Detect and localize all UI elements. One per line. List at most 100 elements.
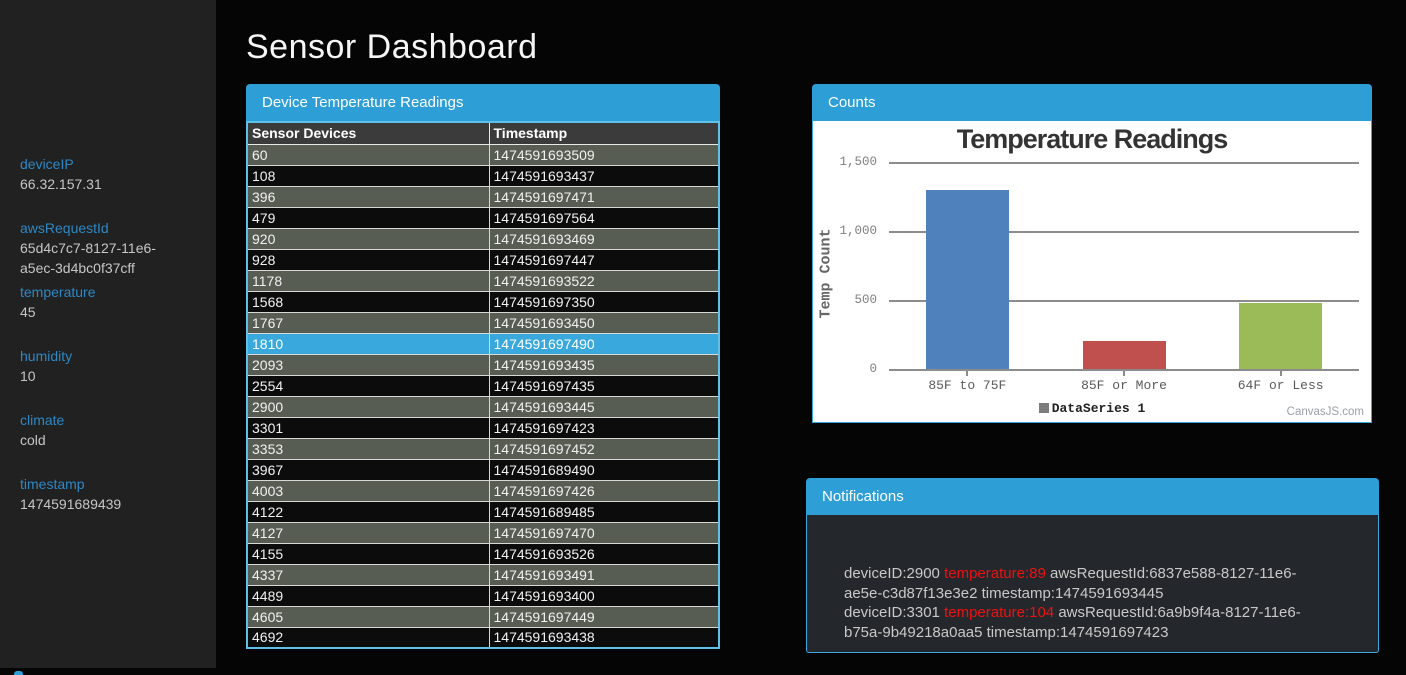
table-cell[interactable]: 928 xyxy=(246,248,490,271)
table-cell[interactable]: 1474591697447 xyxy=(488,248,720,271)
table-cell[interactable]: 1474591693437 xyxy=(488,164,720,187)
gridline xyxy=(889,231,1359,233)
sidebar-item-label: deviceIP xyxy=(20,156,74,172)
table-cell[interactable]: 4605 xyxy=(246,605,490,628)
notifications-body: deviceID:2900 temperature:89 awsRequestI… xyxy=(806,515,1379,653)
table-cell[interactable]: 4337 xyxy=(246,563,490,586)
table-cell[interactable]: 4692 xyxy=(246,626,490,649)
table-row[interactable]: 2554 1474591697435 xyxy=(246,374,720,397)
table-cell[interactable]: 1474591697470 xyxy=(488,521,720,544)
table-cell[interactable]: 1178 xyxy=(246,269,490,292)
sidebar-item-label: climate xyxy=(20,412,65,428)
table-row[interactable]: 1178 1474591693522 xyxy=(246,269,720,292)
table-row[interactable]: 4155 1474591693526 xyxy=(246,542,720,565)
table-cell[interactable]: 2093 xyxy=(246,353,490,376)
table-cell[interactable]: 396 xyxy=(246,185,490,208)
table-cell[interactable]: 1474591689490 xyxy=(488,458,720,481)
table-cell[interactable]: 2900 xyxy=(246,395,490,418)
table-cell[interactable]: 4122 xyxy=(246,500,490,523)
table-row[interactable]: 4127 1474591697470 xyxy=(246,521,720,544)
table-cell[interactable]: 1474591697423 xyxy=(488,416,720,439)
gridline xyxy=(889,300,1359,302)
table-cell[interactable]: 1474591693526 xyxy=(488,542,720,565)
table-cell[interactable]: 3967 xyxy=(246,458,490,481)
table-cell[interactable]: 1474591697435 xyxy=(488,374,720,397)
sidebar-item-awsRequestId: awsRequestId 65d4c7c7-8127-11e6-a5ec-3d4b… xyxy=(20,218,180,278)
notification-device-id: deviceID:2900 xyxy=(844,565,945,582)
table-row[interactable]: 396 1474591697471 xyxy=(246,185,720,208)
chart-canvas: Temperature Readings 0 500 1,000 1,500 85F t… xyxy=(812,121,1372,423)
sidebar-item-label: temperature xyxy=(20,284,96,300)
table-row[interactable]: 108 1474591693437 xyxy=(246,164,720,187)
table-cell[interactable]: 1474591689485 xyxy=(488,500,720,523)
table-row[interactable]: 920 1474591693469 xyxy=(246,227,720,250)
table-cell[interactable]: 1474591697449 xyxy=(488,605,720,628)
table-cell[interactable]: 4489 xyxy=(246,584,490,607)
y-tick-label: 1,500 xyxy=(839,155,877,169)
sidebar-item-value: 45 xyxy=(20,304,36,320)
chart-bar[interactable] xyxy=(1082,341,1166,369)
canvasjs-credit-link[interactable]: CanvasJS.com xyxy=(1286,406,1364,418)
table-cell[interactable]: 108 xyxy=(246,164,490,187)
sidebar-item-label: timestamp xyxy=(20,476,85,492)
table-row[interactable]: 3353 1474591697452 xyxy=(246,437,720,460)
x-tick xyxy=(966,371,969,376)
table-row[interactable]: 479 1474591697564 xyxy=(246,206,720,229)
table-cell[interactable]: 1474591693509 xyxy=(488,143,720,166)
table-cell[interactable]: 1474591697426 xyxy=(488,479,720,502)
table-row[interactable]: 1810 1474591697490 xyxy=(246,332,720,355)
table-cell[interactable]: 1474591697350 xyxy=(488,290,720,313)
table-row[interactable]: 1568 1474591697350 xyxy=(246,290,720,313)
chart-legend[interactable]: DataSeries 1 xyxy=(813,401,1371,416)
table-header-row: Sensor Devices Timestamp xyxy=(246,121,720,145)
table-row[interactable]: 928 1474591697447 xyxy=(246,248,720,271)
table-cell[interactable]: 3353 xyxy=(246,437,490,460)
table-cell[interactable]: 1474591693438 xyxy=(488,626,720,649)
table-row[interactable]: 4122 1474591689485 xyxy=(246,500,720,523)
table-cell[interactable]: 1474591693400 xyxy=(488,584,720,607)
table-row[interactable]: 4337 1474591693491 xyxy=(246,563,720,586)
table-row[interactable]: 3967 1474591689490 xyxy=(246,458,720,481)
table-row[interactable]: 4003 1474591697426 xyxy=(246,479,720,502)
table-cell[interactable]: 1810 xyxy=(246,332,490,355)
table-cell[interactable]: 1474591697471 xyxy=(488,185,720,208)
table-cell[interactable]: 2554 xyxy=(246,374,490,397)
table-row[interactable]: 2093 1474591693435 xyxy=(246,353,720,376)
table-cell[interactable]: 1474591693522 xyxy=(488,269,720,292)
table-cell[interactable]: 920 xyxy=(246,227,490,250)
chart-bar[interactable] xyxy=(925,189,1009,369)
table-cell[interactable]: 3301 xyxy=(246,416,490,439)
table-cell[interactable]: 4003 xyxy=(246,479,490,502)
table-cell[interactable]: 1474591697490 xyxy=(488,332,720,355)
table-row[interactable]: 2900 1474591693445 xyxy=(246,395,720,418)
table-row[interactable]: 4605 1474591697449 xyxy=(246,605,720,628)
table-row[interactable]: 4692 1474591693438 xyxy=(246,626,720,649)
chart-bar[interactable] xyxy=(1239,302,1323,369)
table-row[interactable]: 1767 1474591693450 xyxy=(246,311,720,334)
table-cell[interactable]: 1474591693491 xyxy=(488,563,720,586)
x-tick xyxy=(1123,371,1125,376)
table-cell[interactable]: 1474591697452 xyxy=(488,437,720,460)
legend-swatch-icon xyxy=(1038,403,1049,413)
sidebar-item-value: 1474591689439 xyxy=(20,496,122,512)
table-cell[interactable]: 4155 xyxy=(246,542,490,565)
table-cell[interactable]: 1474591693469 xyxy=(488,227,720,250)
table-cell[interactable]: 1474591697564 xyxy=(488,206,720,229)
sidebar-item-value: 65d4c7c7-8127-11e6-a5ec-3d4bc0f37cff xyxy=(20,240,156,276)
y-tick-label: 1,000 xyxy=(839,224,877,238)
table-cell[interactable]: 1767 xyxy=(246,311,490,334)
table-cell[interactable]: 1474591693435 xyxy=(488,353,720,376)
sidebar-item-humidity: humidity 10 xyxy=(20,346,180,386)
table-cell[interactable]: 1568 xyxy=(246,290,490,313)
table-row[interactable]: 4489 1474591693400 xyxy=(246,584,720,607)
table-cell[interactable]: 1474591693445 xyxy=(488,395,720,418)
table-row[interactable]: 60 1474591693509 xyxy=(246,143,720,166)
sidebar-item-deviceIP: deviceIP 66.32.157.31 xyxy=(20,154,180,194)
table-cell[interactable]: 4127 xyxy=(246,521,490,544)
table-cell[interactable]: 60 xyxy=(246,143,490,166)
sidebar-item-climate: climate cold xyxy=(20,410,180,450)
table-cell[interactable]: 1474591693450 xyxy=(488,311,720,334)
notifications-panel: Notifications deviceID:2900 temperature:… xyxy=(806,478,1379,653)
table-row[interactable]: 3301 1474591697423 xyxy=(246,416,720,439)
table-cell[interactable]: 479 xyxy=(246,206,490,229)
